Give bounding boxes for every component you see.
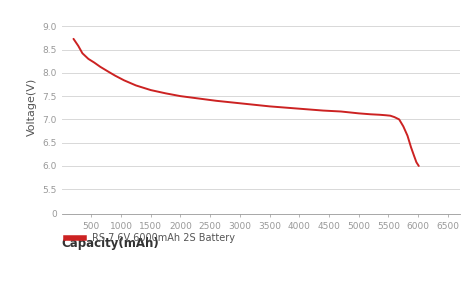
Legend: RS 7.6V 6000mAh 2S Battery: RS 7.6V 6000mAh 2S Battery xyxy=(66,233,235,243)
Y-axis label: Voltage(V): Voltage(V) xyxy=(27,77,37,136)
X-axis label: Capacity(mAh): Capacity(mAh) xyxy=(62,237,159,250)
